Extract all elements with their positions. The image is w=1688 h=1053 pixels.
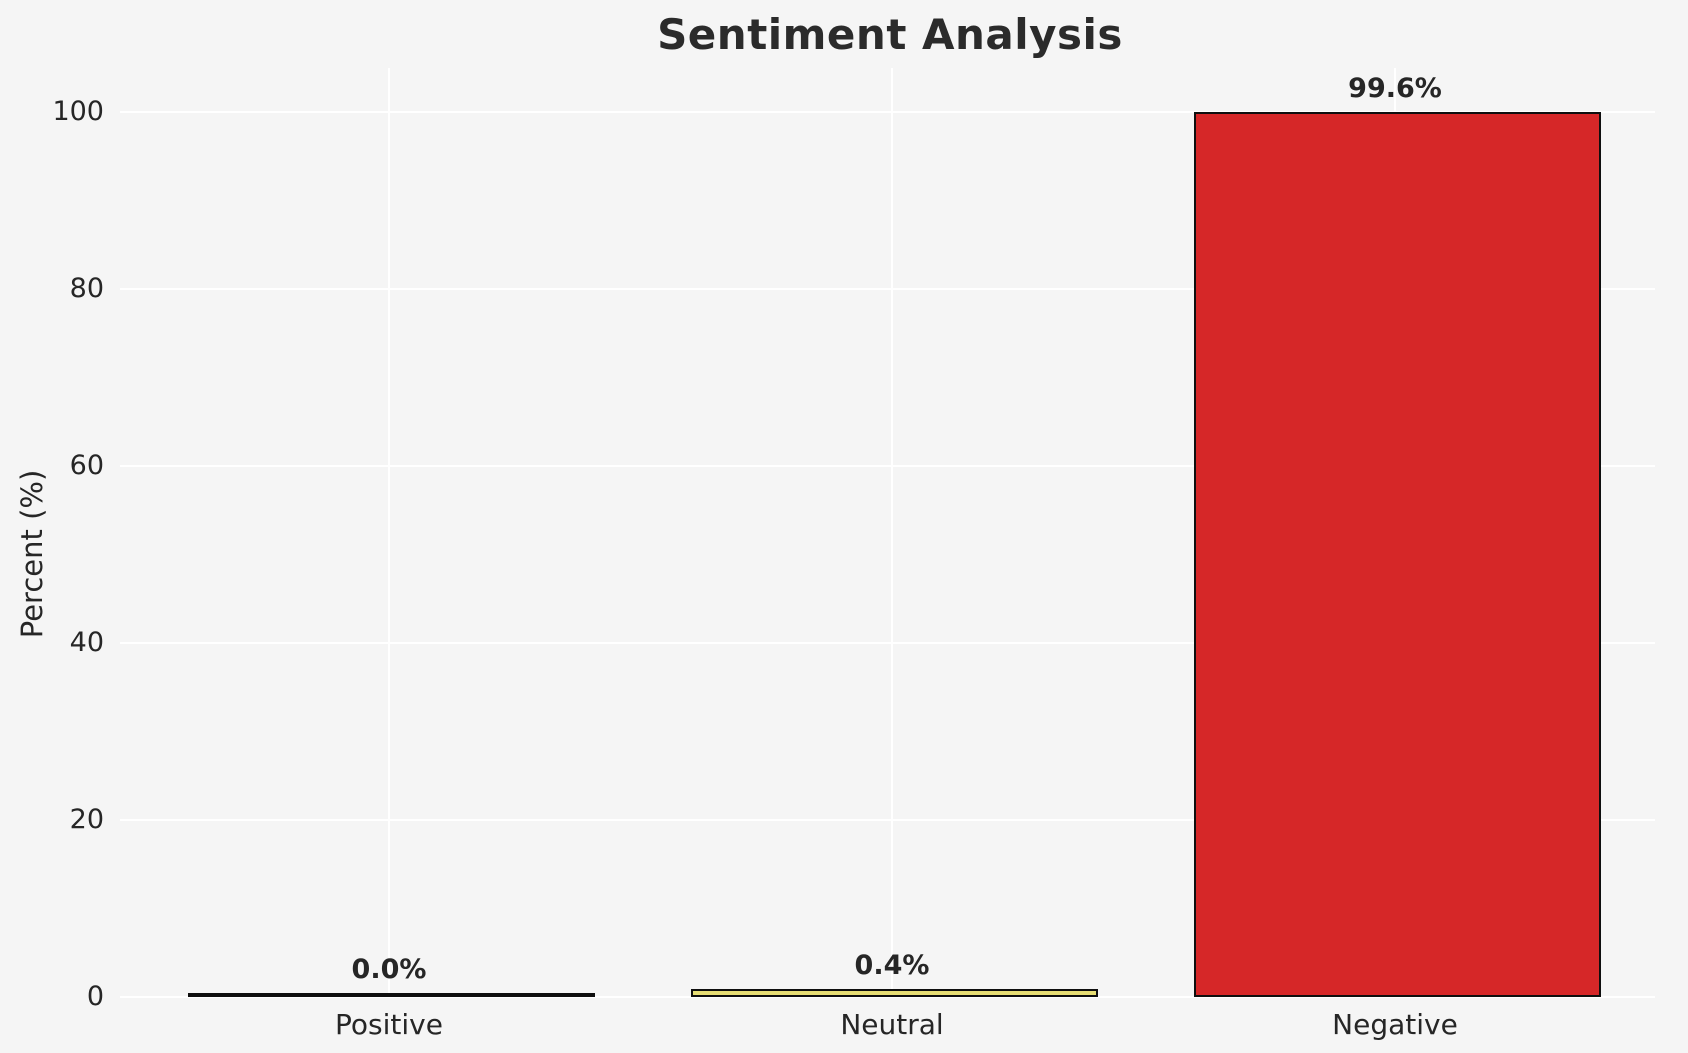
chart-title: Sentiment Analysis — [657, 10, 1123, 59]
bar-value-label: 99.6% — [1348, 72, 1442, 104]
gridline-h — [120, 465, 1655, 467]
gridline-h — [120, 996, 1655, 998]
y-tick-label: 60 — [69, 450, 104, 481]
gridline-h — [120, 819, 1655, 821]
gridline-h — [120, 111, 1655, 113]
bar-positive — [187, 993, 595, 997]
x-tick-label: Neutral — [840, 1008, 944, 1041]
y-tick-label: 40 — [69, 627, 104, 658]
bar-negative — [1193, 111, 1601, 997]
y-tick-label: 80 — [69, 273, 104, 304]
gridline-v — [388, 68, 390, 997]
bar-value-label: 0.4% — [854, 950, 930, 982]
bar-neutral — [690, 989, 1098, 997]
x-tick-label: Positive — [335, 1008, 443, 1041]
x-tick-label: Negative — [1332, 1008, 1458, 1041]
y-tick-label: 0 — [86, 981, 104, 1012]
y-tick-label: 100 — [52, 96, 104, 127]
gridline-h — [120, 288, 1655, 290]
bar-value-label: 0.0% — [351, 954, 427, 985]
y-tick-label: 20 — [69, 804, 104, 835]
y-axis-label: Percent (%) — [15, 469, 49, 639]
plot-area: 0.0% 0.4% 99.6% — [120, 68, 1655, 998]
gridline-v — [891, 68, 893, 997]
gridline-h — [120, 642, 1655, 644]
